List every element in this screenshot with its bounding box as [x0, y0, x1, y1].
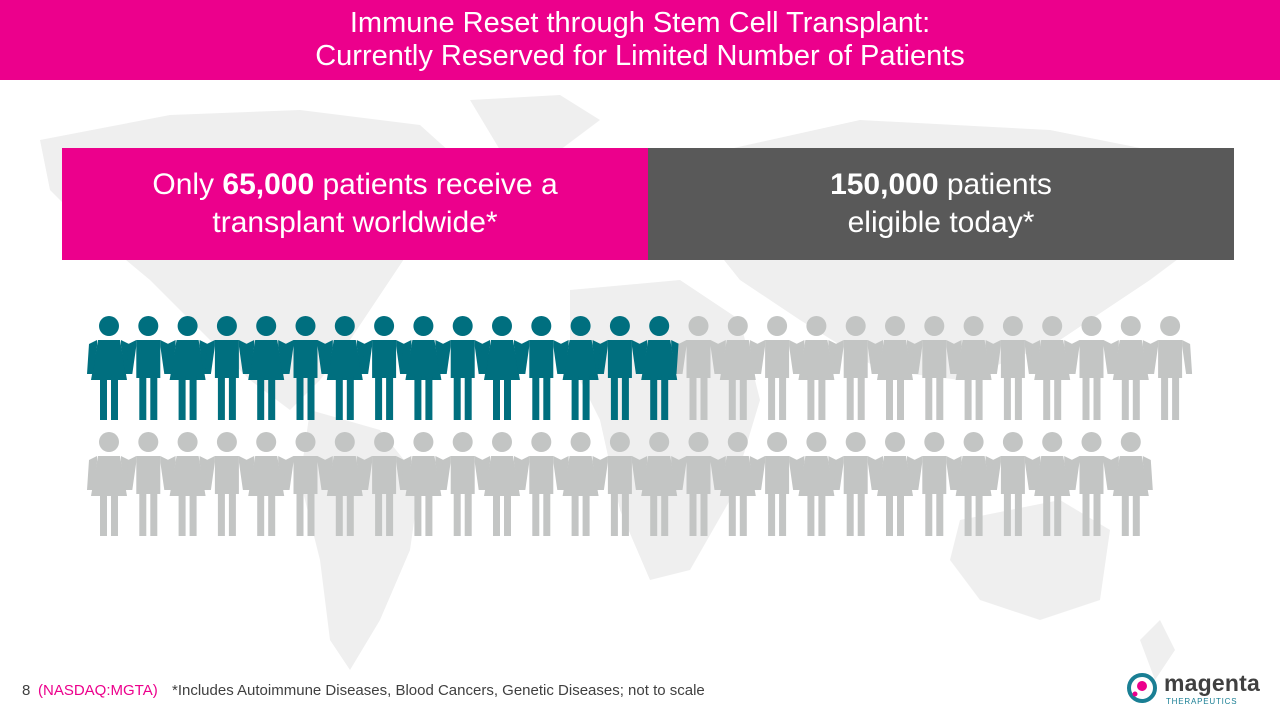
page-number: 8	[22, 682, 31, 699]
person-icon	[519, 316, 564, 420]
person-icon	[833, 432, 878, 536]
title-bar: Immune Reset through Stem Cell Transplan…	[0, 0, 1280, 80]
person-icon	[322, 432, 367, 536]
transplant-stat-line-2: transplant worldwide*	[212, 206, 498, 239]
person-icon	[283, 432, 328, 536]
person-icon	[912, 316, 957, 420]
person-icon	[794, 316, 839, 420]
transplant-stat-box: Only 65,000 patients receive a transplan…	[62, 148, 648, 260]
person-icon	[873, 432, 917, 536]
person-icon	[1069, 432, 1114, 536]
person-icon	[1148, 316, 1193, 420]
person-icon	[951, 432, 996, 536]
person-icon	[283, 316, 328, 420]
person-icon	[676, 316, 721, 420]
person-icon	[1108, 316, 1153, 420]
eligible-stat-line-2: eligible today*	[847, 206, 1035, 239]
person-icon	[558, 432, 603, 536]
person-icon	[440, 316, 485, 420]
person-icon	[912, 432, 957, 536]
person-icon	[715, 316, 760, 420]
person-icon	[558, 316, 603, 420]
person-icon	[322, 316, 367, 420]
person-icon	[126, 432, 171, 536]
person-icon	[519, 432, 564, 536]
page-title-line-1: Immune Reset through Stem Cell Transplan…	[349, 7, 931, 39]
person-icon	[676, 432, 721, 536]
person-icon	[755, 316, 800, 420]
person-icon	[480, 316, 524, 420]
person-icon	[401, 316, 446, 420]
person-icon	[637, 432, 682, 536]
eligible-stat-box: 150,000 patients eligible today*	[648, 148, 1234, 260]
eligible-stat-value: 150,000	[830, 168, 939, 201]
person-icon	[1108, 432, 1153, 536]
person-icon	[204, 316, 249, 420]
person-icon	[244, 432, 289, 536]
person-icon	[990, 316, 1035, 420]
person-icon	[873, 316, 917, 420]
person-icon	[715, 432, 760, 536]
person-icon	[951, 316, 996, 420]
person-icon	[1069, 316, 1114, 420]
person-icon	[597, 432, 642, 536]
person-icon	[362, 316, 407, 420]
transplant-stat-prefix: Only	[152, 168, 223, 201]
patient-pictogram	[87, 316, 1193, 536]
person-icon	[597, 316, 642, 420]
person-icon	[244, 316, 289, 420]
person-icon	[87, 316, 131, 420]
person-icon	[126, 316, 171, 420]
person-icon	[401, 432, 446, 536]
person-icon	[755, 432, 800, 536]
eligible-stat-line-1: 150,000 patients	[830, 166, 1052, 204]
person-icon	[440, 432, 485, 536]
transplant-stat-suffix: patients receive a	[314, 168, 558, 201]
person-icon	[1030, 432, 1075, 536]
eligible-stat-suffix: patients	[938, 168, 1052, 201]
person-icon	[794, 432, 839, 536]
person-icon	[833, 316, 878, 420]
person-icon	[990, 432, 1035, 536]
logo-wordmark: magenta	[1164, 670, 1260, 696]
person-icon	[637, 316, 682, 420]
person-icon	[480, 432, 524, 536]
page-title-line-2: Currently Reserved for Limited Number of…	[315, 40, 965, 72]
logo-subtitle: THERAPEUTICS	[1166, 697, 1238, 706]
person-icon	[1030, 316, 1075, 420]
footnote: *Includes Autoimmune Diseases, Blood Can…	[172, 682, 705, 699]
person-icon	[204, 432, 249, 536]
company-logo: magenta THERAPEUTICS	[1126, 666, 1266, 710]
ticker-symbol: (NASDAQ:MGTA)	[38, 682, 158, 699]
transplant-stat-line-1: Only 65,000 patients receive a	[152, 166, 557, 204]
person-icon	[165, 432, 210, 536]
person-icon	[165, 316, 210, 420]
transplant-stat-value: 65,000	[222, 168, 315, 201]
magenta-logo-mark-icon	[1127, 673, 1157, 703]
person-icon	[362, 432, 407, 536]
person-icon	[87, 432, 131, 536]
